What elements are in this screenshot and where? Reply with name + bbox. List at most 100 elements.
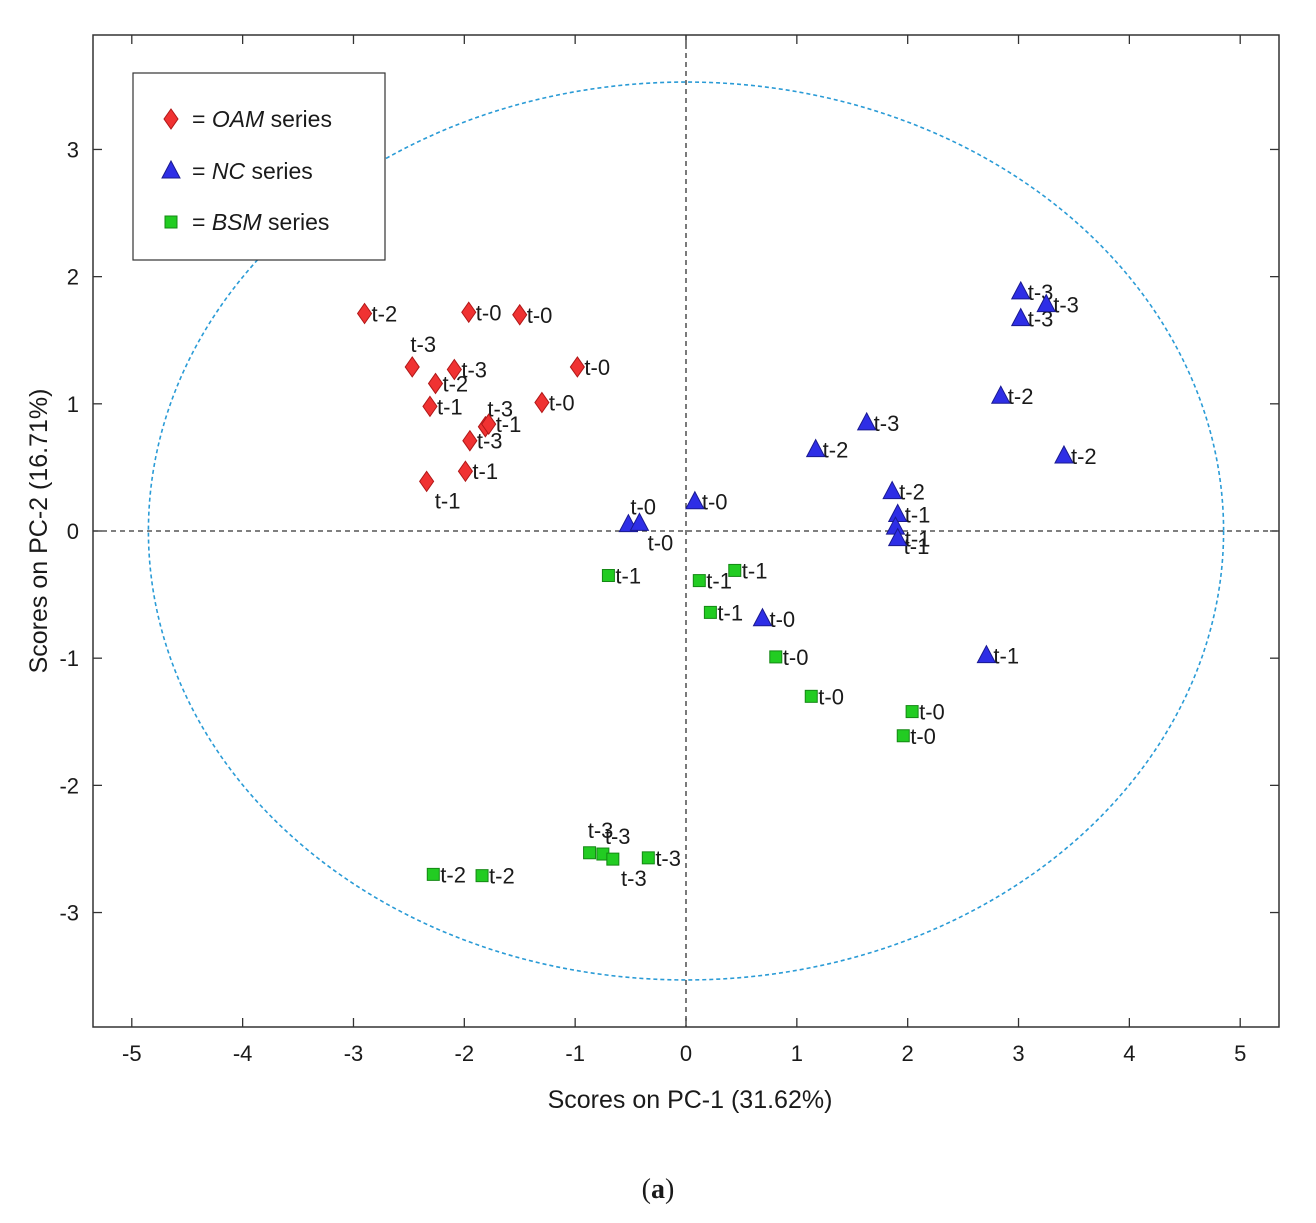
point-label: t-1 bbox=[706, 569, 732, 594]
diamond-marker bbox=[481, 413, 497, 436]
legend-triangle-marker bbox=[161, 159, 181, 179]
point-label: t-3 bbox=[410, 332, 436, 357]
square-marker bbox=[804, 689, 818, 703]
point-label: t-1 bbox=[905, 527, 931, 552]
legend-entry-oam: = OAM series bbox=[192, 106, 332, 132]
caption-close-paren: ) bbox=[665, 1174, 674, 1205]
point-label: t-1 bbox=[742, 558, 768, 583]
triangle-marker bbox=[887, 527, 908, 547]
confidence-ellipse bbox=[147, 81, 1225, 981]
triangle-marker bbox=[976, 644, 997, 664]
square-marker bbox=[475, 869, 489, 883]
point-label: t-2 bbox=[1008, 384, 1034, 409]
diamond-marker bbox=[422, 395, 438, 418]
diamond-marker bbox=[356, 302, 373, 325]
y-axis-label: Scores on PC-2 (16.71%) bbox=[25, 389, 53, 674]
legend-series-name: NC bbox=[212, 158, 246, 184]
x-tick-label: 2 bbox=[902, 1041, 914, 1066]
triangle-marker bbox=[805, 438, 826, 458]
caption-open-paren: ( bbox=[642, 1174, 651, 1205]
x-tick-label: 4 bbox=[1123, 1041, 1135, 1066]
triangle-marker bbox=[856, 411, 877, 431]
point-label: t-3 bbox=[874, 411, 900, 436]
legend-prefix: = bbox=[192, 158, 212, 184]
triangle-marker bbox=[1054, 444, 1074, 464]
markers-layer bbox=[356, 280, 1074, 883]
triangle-marker bbox=[1010, 280, 1031, 300]
point-label: t-2 bbox=[899, 480, 925, 505]
x-tick-label: 3 bbox=[1012, 1041, 1024, 1066]
x-tick-label: 1 bbox=[791, 1041, 803, 1066]
legend-suffix: series bbox=[264, 106, 332, 132]
point-label: t-2 bbox=[823, 438, 849, 463]
diamond-marker bbox=[419, 470, 435, 493]
point-label: t-3 bbox=[621, 866, 647, 891]
y-tick-label: -1 bbox=[59, 646, 79, 671]
point-label: t-1 bbox=[435, 488, 461, 513]
y-tick-label: 0 bbox=[67, 519, 79, 544]
x-axis-label: Scores on PC-1 (31.62%) bbox=[548, 1086, 833, 1114]
legend-series-name: BSM bbox=[212, 209, 263, 235]
point-label: t-0 bbox=[630, 495, 656, 520]
legend: = OAM series = NC series = BSM series bbox=[132, 72, 386, 261]
y-tick-label: -3 bbox=[59, 901, 79, 926]
y-tick-label: 3 bbox=[67, 137, 79, 162]
reference-lines-layer bbox=[93, 35, 1279, 1027]
point-label: t-0 bbox=[549, 391, 575, 416]
triangle-marker bbox=[1010, 307, 1031, 327]
triangle-marker bbox=[752, 607, 773, 627]
square-marker bbox=[641, 851, 655, 865]
y-tick-label: 1 bbox=[67, 392, 79, 417]
y-tick-label: 2 bbox=[67, 265, 79, 290]
point-label: t-3 bbox=[605, 824, 631, 849]
diamond-marker bbox=[457, 460, 474, 483]
legend-entry-nc: = NC series bbox=[192, 158, 313, 184]
x-tick-label: -5 bbox=[122, 1041, 142, 1066]
point-label: t-0 bbox=[818, 684, 844, 709]
square-marker bbox=[728, 563, 742, 577]
triangle-marker bbox=[990, 385, 1011, 404]
point-label: t-3 bbox=[655, 846, 681, 871]
point-label: t-0 bbox=[584, 355, 610, 380]
point-label: t-0 bbox=[783, 645, 809, 670]
point-label: t-1 bbox=[717, 600, 743, 625]
diamond-marker bbox=[446, 358, 462, 381]
triangle-marker bbox=[685, 490, 705, 510]
legend-entry-bsm: = BSM series bbox=[192, 209, 329, 235]
square-marker bbox=[583, 846, 597, 860]
triangle-marker bbox=[629, 512, 650, 531]
point-label: t-1 bbox=[496, 412, 522, 437]
point-label: t-0 bbox=[910, 724, 936, 749]
legend-series-name: OAM bbox=[212, 106, 265, 132]
point-label: t-1 bbox=[437, 394, 463, 419]
legend-suffix: series bbox=[262, 209, 330, 235]
caption-letter: a bbox=[651, 1174, 665, 1205]
diamond-marker bbox=[512, 303, 528, 326]
confidence-ellipse-layer bbox=[147, 81, 1225, 981]
point-label: t-0 bbox=[702, 490, 728, 515]
point-label: t-0 bbox=[769, 607, 795, 632]
triangle-marker bbox=[882, 480, 902, 500]
square-marker bbox=[601, 569, 615, 583]
point-label: t-3 bbox=[588, 818, 614, 843]
legend-diamond-marker bbox=[163, 108, 179, 130]
square-marker bbox=[896, 729, 910, 743]
diamond-marker bbox=[569, 356, 585, 378]
x-tick-label: 5 bbox=[1234, 1041, 1246, 1066]
square-marker bbox=[703, 605, 717, 619]
x-tick-label: -3 bbox=[344, 1041, 364, 1066]
point-label: t-2 bbox=[440, 862, 466, 887]
square-marker bbox=[426, 867, 440, 881]
point-label: t-2 bbox=[372, 302, 398, 327]
point-label: t-1 bbox=[615, 564, 641, 589]
point-label: t-3 bbox=[461, 357, 487, 382]
square-marker bbox=[606, 852, 620, 866]
x-tick-label: -1 bbox=[565, 1041, 585, 1066]
diamond-marker bbox=[534, 391, 550, 414]
point-label: t-2 bbox=[1071, 444, 1097, 469]
legend-square-marker bbox=[164, 215, 178, 229]
point-label: t-1 bbox=[905, 502, 931, 527]
point-label: t-0 bbox=[527, 303, 553, 328]
figure-caption: (a) bbox=[642, 1174, 675, 1205]
